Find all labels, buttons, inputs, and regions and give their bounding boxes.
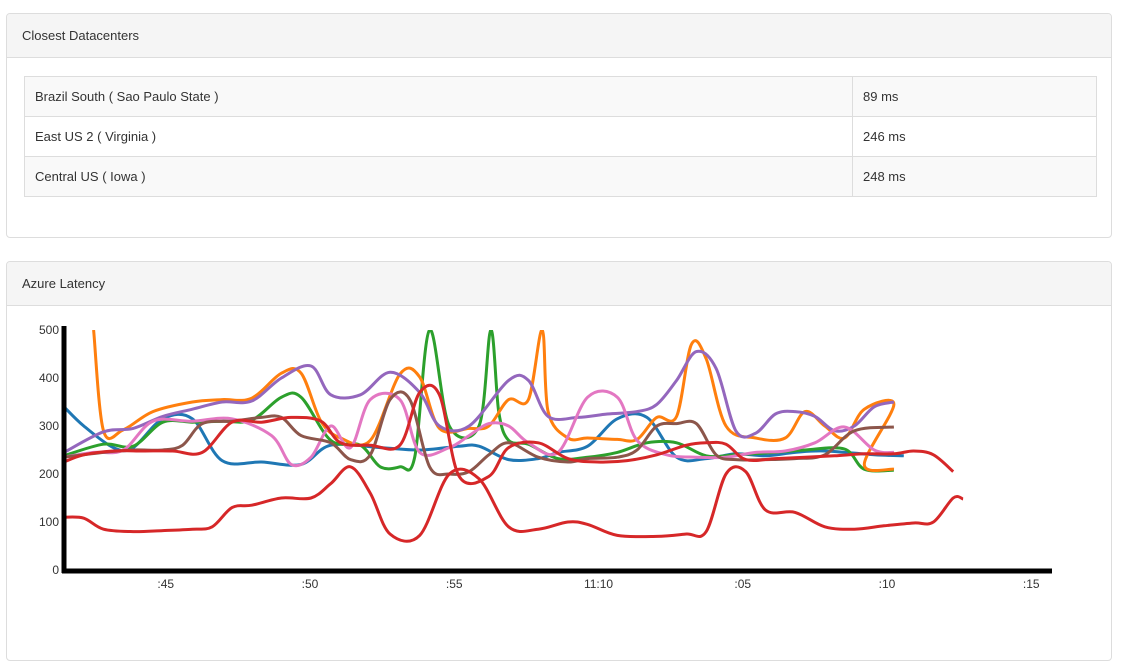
series-line-orange-2 xyxy=(92,330,896,473)
x-tick-label: :50 xyxy=(302,577,319,591)
series-line-red-7 xyxy=(64,383,955,486)
y-tick-label: 100 xyxy=(39,515,59,529)
datacenter-latency: 246 ms xyxy=(852,116,1097,157)
x-tick-label: :15 xyxy=(1023,577,1040,591)
series-line-purple-3 xyxy=(64,349,895,454)
panel-title: Closest Datacenters xyxy=(7,14,1111,58)
azure-latency-panel: Azure Latency 0 100 200 300 400 500 :45 :50 :55 1… xyxy=(6,261,1112,661)
datacenter-name: East US 2 ( Virginia ) xyxy=(24,116,853,157)
series-line-red-6 xyxy=(64,465,964,543)
y-tick-label: 500 xyxy=(39,323,59,337)
series-group xyxy=(64,330,964,543)
y-tick-label: 200 xyxy=(39,467,59,481)
table-row: East US 2 ( Virginia ) 246 ms xyxy=(24,116,1097,157)
datacenter-latency: 89 ms xyxy=(852,76,1097,117)
y-tick-label: 0 xyxy=(52,563,59,577)
datacenters-table: Brazil South ( Sao Paulo State ) 89 ms E… xyxy=(24,76,1097,197)
y-tick-label: 400 xyxy=(39,371,59,385)
series-line-green-1 xyxy=(64,330,894,473)
y-tick-label: 300 xyxy=(39,419,59,433)
datacenter-latency: 248 ms xyxy=(852,156,1097,197)
datacenter-name: Central US ( Iowa ) xyxy=(24,156,853,197)
closest-datacenters-panel: Closest Datacenters Brazil South ( Sao P… xyxy=(6,13,1112,238)
latency-chart: 0 100 200 300 400 500 :45 :50 :55 11:10 :05 :10 :15 xyxy=(39,323,1052,591)
table-row: Brazil South ( Sao Paulo State ) 89 ms xyxy=(24,76,1097,117)
x-tick-label: :55 xyxy=(446,577,463,591)
table-row: Central US ( Iowa ) 248 ms xyxy=(24,156,1097,197)
datacenter-name: Brazil South ( Sao Paulo State ) xyxy=(24,76,853,117)
x-tick-label: :10 xyxy=(879,577,896,591)
x-tick-label: 11:10 xyxy=(584,577,613,591)
x-tick-label: :45 xyxy=(157,577,174,591)
series-line-brown-5 xyxy=(64,390,895,477)
panel-title: Azure Latency xyxy=(7,262,1111,306)
x-tick-label: :05 xyxy=(734,577,751,591)
